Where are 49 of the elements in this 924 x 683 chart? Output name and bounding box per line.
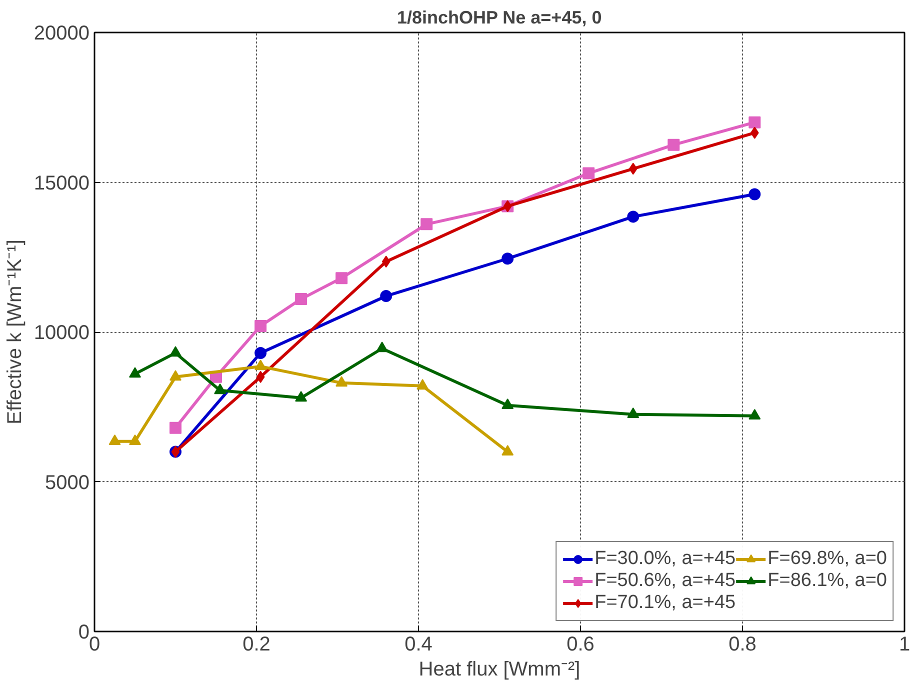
legend-label: F=30.0%, a=+45 (594, 548, 736, 570)
point (420, 218, 433, 230)
point (628, 162, 638, 175)
point (170, 346, 182, 357)
point (748, 188, 761, 200)
point (380, 290, 392, 302)
point (254, 360, 267, 370)
x-tick-label: 0.2 (242, 634, 270, 656)
y-tick-label: 5000 (45, 472, 90, 494)
point (108, 434, 121, 445)
point (214, 384, 226, 394)
point (129, 434, 141, 445)
legend-label: F=69.8%, a=0 (768, 548, 887, 570)
point (376, 342, 388, 352)
point (627, 210, 640, 223)
point (750, 126, 759, 139)
point (416, 379, 429, 390)
x-tick-label: 0.4 (404, 634, 432, 656)
x-tick-label: 1 (898, 634, 910, 656)
y-tick-label: 10000 (34, 322, 90, 344)
point (627, 408, 640, 418)
legend-label: F=86.1%, a=0 (768, 570, 887, 592)
point (256, 370, 265, 383)
legend-label: F=50.6%, a=+45 (594, 570, 736, 592)
x-axis-title: Heat flux [Wmm⁻²] (418, 658, 580, 680)
y-tick-label: 20000 (34, 22, 90, 44)
point (382, 256, 390, 268)
x-tick-label: 0.6 (566, 634, 594, 656)
point (748, 116, 761, 128)
point (502, 444, 514, 456)
legend-label: F=70.1%, a=+45 (594, 592, 736, 614)
point (170, 370, 182, 381)
point (170, 422, 182, 434)
point (336, 272, 348, 284)
point (254, 346, 267, 359)
point (129, 367, 141, 378)
point (295, 391, 308, 402)
x-tick-label: 0.8 (728, 634, 756, 656)
point (748, 409, 761, 420)
point (336, 376, 348, 387)
point (295, 293, 308, 306)
point (502, 398, 514, 410)
point (254, 320, 267, 332)
point (582, 167, 595, 180)
y-tick-label: 15000 (34, 172, 90, 194)
point (502, 252, 514, 265)
y-axis-title: Effective k [Wm⁻¹K⁻¹] (4, 240, 26, 424)
point (668, 138, 680, 151)
chart-title: 1/8inchOHP Ne a=+45, 0 (396, 8, 602, 28)
